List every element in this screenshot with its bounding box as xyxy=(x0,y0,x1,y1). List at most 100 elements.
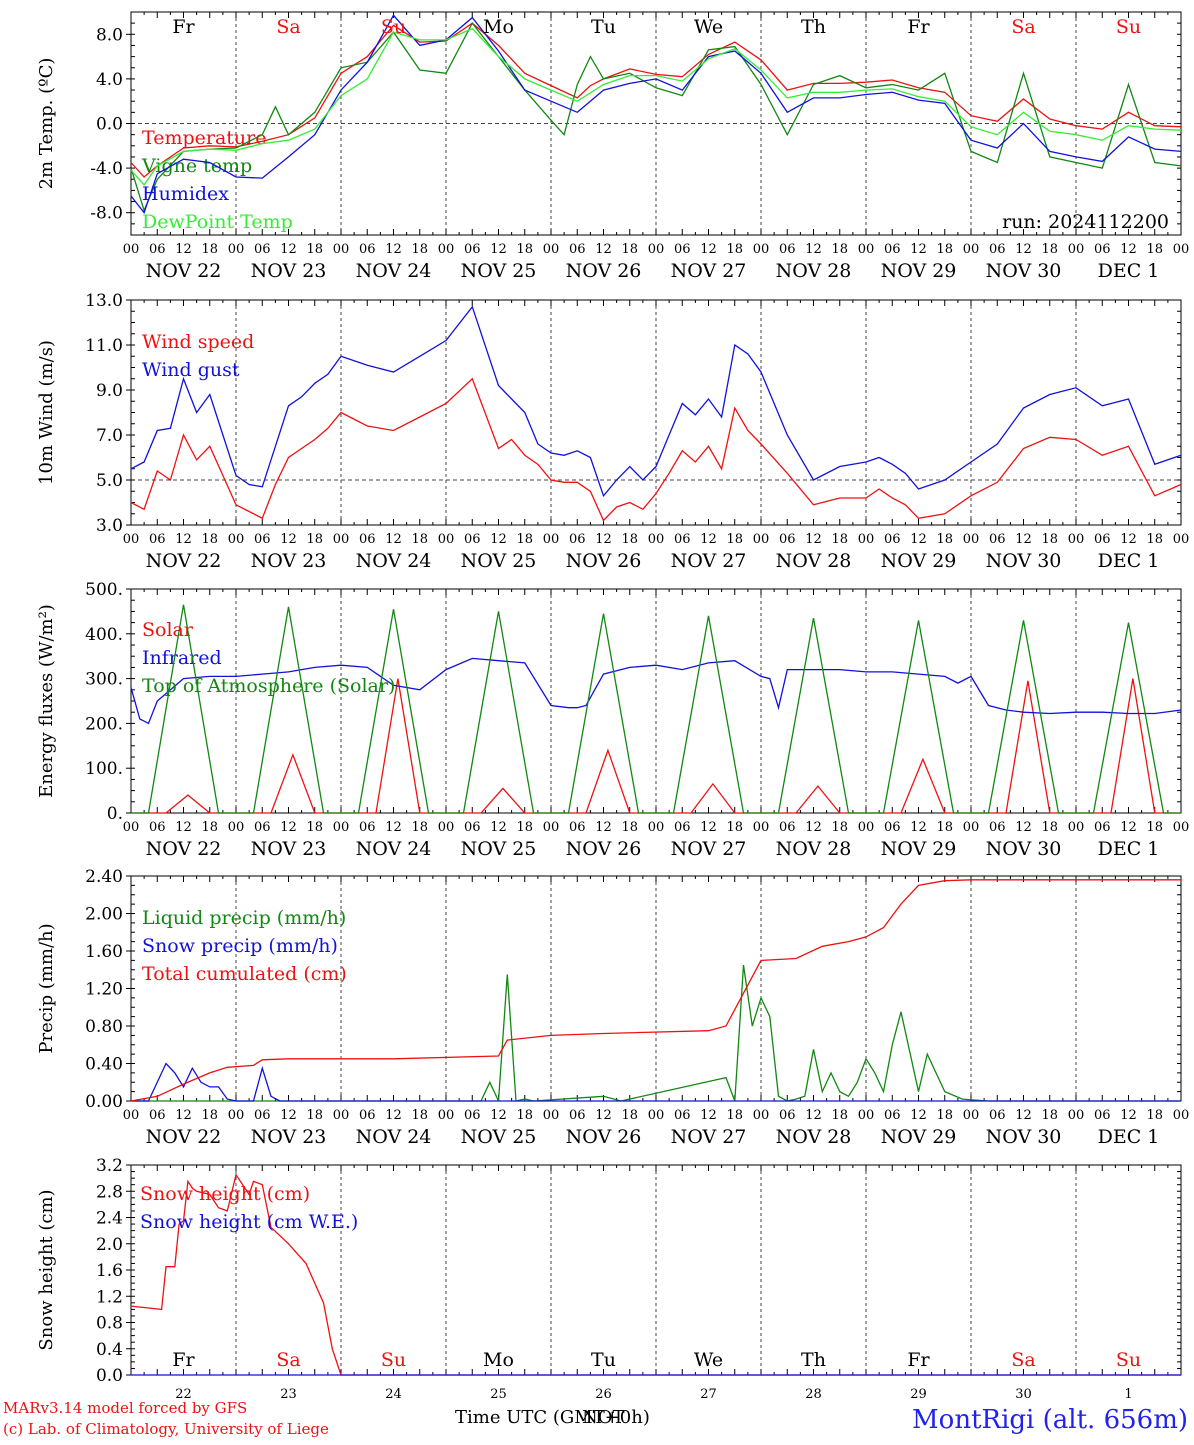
hour-tick-label: 06 xyxy=(569,242,586,257)
weekday-label: Fr xyxy=(907,1349,930,1371)
day-number-label: 29 xyxy=(910,1387,927,1402)
y-tick-label: 500. xyxy=(85,580,123,600)
hour-tick-label: 06 xyxy=(779,242,796,257)
y-tick-label: 1.6 xyxy=(96,1261,123,1281)
hour-tick-label: 00 xyxy=(438,532,455,547)
y-tick-label: 1.2 xyxy=(96,1287,123,1307)
hour-tick-label: 18 xyxy=(621,820,638,835)
hour-tick-label: 18 xyxy=(516,242,533,257)
hour-tick-label: 00 xyxy=(858,532,875,547)
date-label: NOV 25 xyxy=(461,260,537,282)
date-label: NOV 24 xyxy=(356,550,432,572)
panel-4: 0.00 0.40 0.80 1.20 1.60 2.00 2.40 Precip (mm/h… xyxy=(36,867,1189,1148)
date-label: NOV 25 xyxy=(461,1126,537,1148)
hour-tick-label: 06 xyxy=(674,532,691,547)
hour-tick-label: 00 xyxy=(123,820,140,835)
date-label: NOV 30 xyxy=(986,550,1062,572)
hour-tick-label: 00 xyxy=(753,242,770,257)
hour-tick-label: 00 xyxy=(1173,820,1190,835)
hour-tick-label: 18 xyxy=(936,242,953,257)
series-line-wind-speed xyxy=(130,377,1182,522)
hour-tick-label: 00 xyxy=(333,532,350,547)
y-tick-label: 8.0 xyxy=(96,25,123,45)
date-label: NOV 22 xyxy=(146,260,222,282)
day-number-label: 1 xyxy=(1124,1387,1132,1402)
hour-tick-label: 18 xyxy=(306,1108,323,1123)
date-label: DEC 1 xyxy=(1098,550,1160,572)
y-tick-label: 0.0 xyxy=(96,1366,123,1386)
day-number-label: 23 xyxy=(280,1387,297,1402)
date-label: NOV 22 xyxy=(146,1126,222,1148)
date-label: NOV 25 xyxy=(461,550,537,572)
series-line-dewpoint-temp xyxy=(130,27,1182,186)
hour-tick-label: 06 xyxy=(674,242,691,257)
hour-tick-label: 18 xyxy=(831,820,848,835)
hour-tick-label: 00 xyxy=(858,820,875,835)
panel-5: 0.0 0.4 0.8 1.2 1.6 2.0 2.4 2.8 3.2 Snow height (… xyxy=(36,1156,1182,1402)
y-axis-label: Snow height (cm) xyxy=(36,1189,57,1350)
hour-tick-label: 06 xyxy=(464,820,481,835)
hour-tick-label: 06 xyxy=(779,1108,796,1123)
hour-tick-label: 00 xyxy=(543,1108,560,1123)
y-tick-label: 3.0 xyxy=(96,516,123,536)
hour-tick-label: 18 xyxy=(621,532,638,547)
hour-tick-label: 12 xyxy=(385,242,402,257)
y-tick-label: 3.2 xyxy=(96,1156,123,1176)
y-tick-label: -4.0 xyxy=(90,159,123,179)
hour-tick-label: 18 xyxy=(726,820,743,835)
hour-tick-label: 06 xyxy=(149,242,166,257)
series-line-total-cumulated-cm- xyxy=(130,879,1181,1102)
hour-tick-label: 12 xyxy=(175,532,192,547)
hour-tick-label: 00 xyxy=(1068,532,1085,547)
date-label: NOV 22 xyxy=(146,838,222,860)
hour-tick-label: 12 xyxy=(490,820,507,835)
legend-entry: Infrared xyxy=(142,647,222,669)
hour-tick-label: 00 xyxy=(1173,1108,1190,1123)
panel-1: -8.0 -4.0 0.0 4.0 8.0 2m Temp. (ºC) Temperatur… xyxy=(36,11,1190,282)
panel-2: 3.0 5.0 7.0 9.0 11.0 13.0 10m Wind (m/s) Wind s… xyxy=(36,291,1189,572)
date-label: NOV 25 xyxy=(461,838,537,860)
hour-tick-label: 00 xyxy=(123,1108,140,1123)
date-label: DEC 1 xyxy=(1098,838,1160,860)
series-line-infrared xyxy=(130,657,1182,725)
hour-tick-label: 12 xyxy=(385,532,402,547)
hour-tick-label: 12 xyxy=(805,820,822,835)
hour-tick-label: 00 xyxy=(858,242,875,257)
hour-tick-label: 18 xyxy=(201,532,218,547)
hour-tick-label: 00 xyxy=(1173,242,1190,257)
y-axis-label: Energy fluxes (W/m²) xyxy=(36,604,57,798)
weekday-label: Su xyxy=(381,16,406,38)
date-label: NOV 27 xyxy=(671,1126,747,1148)
hour-tick-label: 06 xyxy=(1094,532,1111,547)
hour-tick-label: 12 xyxy=(385,1108,402,1123)
date-label: NOV 29 xyxy=(881,1126,957,1148)
y-tick-label: 5.0 xyxy=(96,471,123,491)
hour-tick-label: 06 xyxy=(254,820,271,835)
hour-tick-label: 12 xyxy=(910,1108,927,1123)
hour-tick-label: 06 xyxy=(569,532,586,547)
legend-entry: Solar xyxy=(142,619,194,641)
date-label: NOV 26 xyxy=(566,260,642,282)
y-tick-label: 1.20 xyxy=(85,980,123,1000)
date-label: NOV 23 xyxy=(251,838,327,860)
y-tick-label: 0.0 xyxy=(96,115,123,135)
y-tick-label: 2.40 xyxy=(85,867,123,887)
date-label: NOV 27 xyxy=(671,838,747,860)
hour-tick-label: 12 xyxy=(385,820,402,835)
hour-tick-label: 12 xyxy=(280,242,297,257)
hour-tick-label: 12 xyxy=(910,532,927,547)
hour-tick-label: 06 xyxy=(989,1108,1006,1123)
y-tick-label: 300. xyxy=(85,670,123,690)
series-line-top-of-atmosphere-solar- xyxy=(131,604,1181,814)
hour-tick-label: 06 xyxy=(674,820,691,835)
y-axis-label: 2m Temp. (ºC) xyxy=(36,58,57,190)
hour-tick-label: 06 xyxy=(149,820,166,835)
hour-tick-label: 18 xyxy=(1041,532,1058,547)
day-number-label: 22 xyxy=(175,1387,192,1402)
hour-tick-label: 00 xyxy=(1173,532,1190,547)
series-line-wind-gust xyxy=(130,305,1182,498)
hour-tick-label: 06 xyxy=(254,1108,271,1123)
weekday-label: Sa xyxy=(1011,16,1035,38)
hour-tick-label: 12 xyxy=(805,1108,822,1123)
y-tick-label: 2.8 xyxy=(96,1182,123,1202)
